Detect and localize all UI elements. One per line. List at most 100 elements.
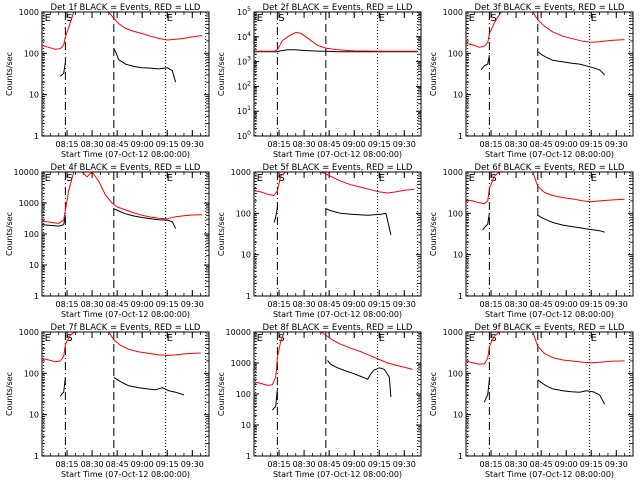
marker-label: E (45, 173, 51, 184)
y-tick-label: 100 (237, 130, 251, 141)
series-group (42, 12, 203, 83)
x-tick-label: 08:45 (106, 140, 129, 149)
y-tick-label: 1 (246, 292, 251, 301)
plot-frame (253, 171, 422, 297)
x-tick-label: 08:30 (293, 140, 316, 149)
x-tick-label: 09:00 (343, 460, 366, 469)
x-tick-label: 09:00 (131, 140, 154, 149)
marker-label: E (257, 173, 263, 184)
x-tick-label: 09:30 (605, 140, 628, 149)
x-tick-label: 09:15 (580, 300, 603, 309)
plot-frame (253, 331, 422, 457)
x-tick-label: 08:30 (505, 460, 528, 469)
y-tick-label: 1 (34, 292, 39, 301)
x-axis-label: Start Time (07-Oct-12 08:00:00) (485, 310, 614, 319)
y-tick-exponent: 4 (247, 31, 251, 38)
lld-series-line (466, 12, 625, 48)
x-axis-label: Start Time (07-Oct-12 08:00:00) (273, 470, 402, 479)
y-axis-label: Counts/sec (5, 372, 14, 416)
y-tick-label: 1 (458, 292, 463, 301)
lld-series-line (466, 332, 625, 365)
x-tick-label: 09:00 (555, 140, 578, 149)
y-tick-label: 10 (29, 261, 39, 270)
x-tick-label: 09:00 (555, 460, 578, 469)
y-tick-label: 10 (453, 91, 463, 100)
x-tick-label: 09:15 (156, 460, 179, 469)
events-series-line (272, 388, 278, 411)
x-tick-label: 09:00 (555, 300, 578, 309)
x-tick-label: 08:15 (268, 300, 291, 309)
x-tick-label: 08:30 (505, 140, 528, 149)
lld-series-line (254, 31, 418, 52)
x-tick-label: 08:15 (480, 460, 503, 469)
y-tick-label: 1000 (443, 328, 463, 337)
panel-det-2: Det 2f BLACK = Events, RED = LLD10010110… (217, 3, 422, 159)
y-tick-exponent: 3 (247, 56, 251, 63)
y-tick-exponent: 1 (247, 105, 251, 112)
y-tick-label: 1 (246, 452, 251, 461)
plot-frame (253, 11, 422, 137)
events-series-line (254, 49, 418, 53)
events-series-line (327, 360, 392, 398)
y-axis-label: Counts/sec (429, 372, 438, 416)
events-series-line (113, 48, 177, 83)
y-axis-label: Counts/sec (429, 212, 438, 256)
y-tick-label: 100 (448, 369, 463, 378)
lld-series-line (42, 12, 203, 50)
y-tick-label: 105 (237, 6, 251, 17)
marker-label: S (490, 13, 496, 24)
x-axis-label: Start Time (07-Oct-12 08:00:00) (273, 310, 402, 319)
y-tick-label: 1000 (19, 8, 39, 17)
panel-title: Det 9f BLACK = Events, RED = LLD (475, 323, 625, 333)
x-tick-label: 08:45 (106, 460, 129, 469)
y-tick-label: 10 (29, 91, 39, 100)
y-tick-label: 103 (237, 56, 251, 67)
lld-series-line (466, 172, 625, 205)
x-tick-label: 09:30 (393, 300, 416, 309)
x-tick-label: 09:30 (181, 460, 204, 469)
y-tick-label: 100 (236, 209, 251, 218)
y-tick-label: 1000 (231, 168, 251, 177)
events-series-line (42, 215, 66, 227)
marker-label: S (66, 13, 72, 24)
y-tick-exponent: 0 (247, 130, 251, 137)
x-tick-label: 08:45 (530, 140, 553, 149)
x-tick-label: 08:45 (318, 140, 341, 149)
x-tick-label: 08:15 (268, 460, 291, 469)
x-tick-label: 09:15 (368, 460, 391, 469)
x-tick-label: 08:30 (293, 300, 316, 309)
marker-label: E (591, 13, 597, 24)
y-tick-label: 100 (24, 49, 39, 58)
x-tick-label: 08:30 (293, 460, 316, 469)
marker-label: E (167, 173, 173, 184)
events-series-line (325, 208, 392, 236)
x-tick-label: 09:15 (580, 460, 603, 469)
x-tick-label: 08:15 (56, 460, 79, 469)
x-tick-label: 08:45 (530, 460, 553, 469)
series-group (254, 172, 415, 236)
y-tick-label: 100 (448, 49, 463, 58)
marker-label: E (257, 333, 263, 344)
panel-det-3: Det 3f BLACK = Events, RED = LLD 1 10 100 10… (429, 3, 634, 159)
panel-title: Det 8f BLACK = Events, RED = LLD (263, 323, 413, 333)
series-group (42, 332, 201, 397)
marker-label: S (278, 13, 284, 24)
lld-series-line (42, 172, 203, 224)
y-tick-label: 102 (237, 80, 251, 91)
events-series-line (59, 377, 66, 397)
y-tick-exponent: 2 (247, 80, 251, 87)
marker-label: E (591, 173, 597, 184)
plot-frame (41, 331, 210, 457)
marker-label: S (66, 333, 72, 344)
x-tick-label: 09:00 (131, 460, 154, 469)
events-series-line (113, 208, 177, 229)
x-tick-label: 09:00 (343, 300, 366, 309)
y-tick-label: 10 (453, 251, 463, 260)
x-axis-label: Start Time (07-Oct-12 08:00:00) (485, 470, 614, 479)
series-group (42, 172, 203, 229)
marker-label: E (591, 333, 597, 344)
x-tick-label: 08:30 (81, 460, 104, 469)
panel-title: Det 1f BLACK = Events, RED = LLD (51, 3, 201, 13)
x-tick-label: 08:15 (56, 300, 79, 309)
y-tick-label: 1 (458, 132, 463, 141)
